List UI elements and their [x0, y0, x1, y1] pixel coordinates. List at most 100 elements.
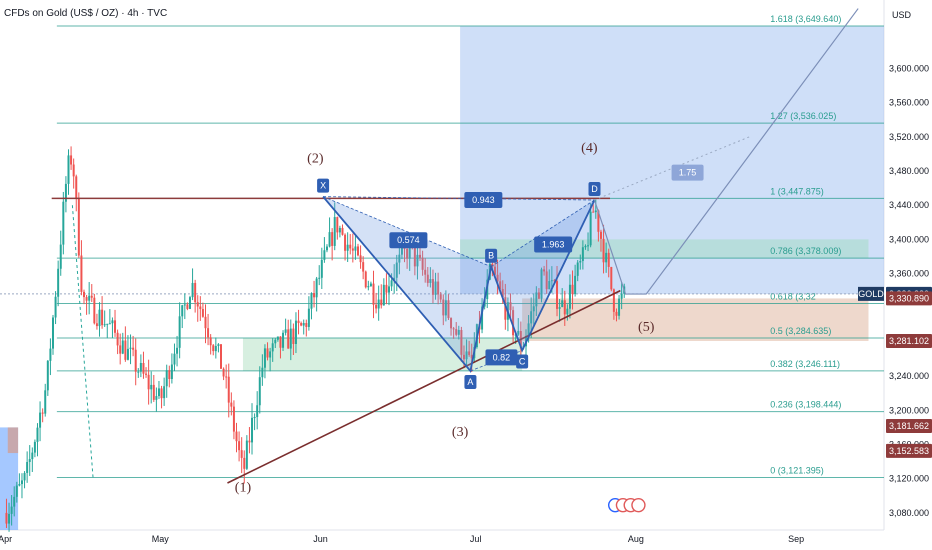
candle-body [183, 304, 186, 306]
candle-body [85, 297, 88, 301]
candle-body [266, 348, 269, 358]
candle-body [382, 284, 385, 306]
candle-body [594, 210, 597, 213]
y-tick-label: 3,080.000 [889, 508, 929, 518]
harmonic-ratio-badge [485, 349, 518, 366]
x-tick-label: Jul [470, 534, 482, 544]
y-tick-label: 3,120.000 [889, 474, 929, 484]
price-badge-value: 3,152.583 [889, 446, 929, 456]
x-tick-label: Apr [0, 534, 12, 544]
candle-body [214, 346, 217, 352]
candle-body [550, 280, 553, 282]
candle-body [294, 320, 297, 344]
price-badge-value: 3,181.662 [889, 421, 929, 431]
candle-body [349, 244, 352, 249]
x-tick-label: Jun [313, 534, 328, 544]
candle-body [408, 241, 411, 259]
candle-body [129, 347, 132, 349]
fib-label: 0.382 (3,246.111) [770, 359, 840, 369]
candle-body [106, 323, 109, 325]
candle-body [209, 337, 212, 346]
candle-body [400, 246, 403, 255]
candle-body [243, 457, 246, 469]
candle-body [124, 340, 127, 360]
candle-body [356, 246, 359, 256]
candle-body [369, 283, 372, 287]
fib-label: 0.618 (3,32 [770, 291, 816, 301]
price-axis-pane [884, 0, 932, 550]
candle-body [26, 461, 29, 473]
harmonic-point-badge[interactable] [588, 182, 601, 197]
harmonic-point-label: D [591, 184, 598, 194]
y-tick-label: 3,400.000 [889, 234, 929, 244]
candle-body [406, 248, 409, 259]
candle-body [39, 412, 42, 428]
harmonic-point-label: A [467, 377, 473, 387]
wave-label: (3) [452, 425, 469, 440]
candle-body [362, 262, 365, 272]
candle-body [540, 269, 543, 299]
candle-body [271, 343, 274, 352]
candle-body [452, 328, 455, 330]
candle-body [297, 320, 300, 324]
candle-body [491, 263, 494, 267]
candle-body [44, 390, 47, 414]
candle-body [413, 245, 416, 267]
candle-body [75, 176, 78, 199]
harmonic-ratio-label: 0.943 [472, 195, 495, 205]
candle-body [336, 217, 339, 233]
candle-body [289, 328, 292, 349]
candle-body [615, 311, 618, 316]
candle-body [305, 323, 308, 327]
candle-body [261, 367, 264, 378]
candle-body [176, 347, 179, 354]
candle-body [230, 402, 233, 407]
x-tick-label: May [152, 534, 170, 544]
candle-body [354, 246, 357, 251]
candle-body [465, 351, 468, 360]
candle-body [416, 254, 419, 267]
harmonic-ratio-label: 1.963 [542, 239, 565, 249]
harmonic-point-badge[interactable] [516, 354, 529, 369]
candle-body [227, 376, 230, 403]
fib-label: 0.5 (3,284.635) [770, 326, 831, 336]
candle-body [426, 274, 429, 283]
harmonic-point-badge[interactable] [485, 248, 498, 263]
candle-body [545, 271, 548, 290]
candle-body [599, 231, 602, 239]
x-tick-label: Aug [628, 534, 644, 544]
candle-body [375, 304, 378, 309]
candle-body [307, 308, 310, 327]
candle-body [245, 440, 248, 469]
candle-body [178, 316, 181, 348]
stop-zone-box[interactable] [522, 298, 869, 341]
candle-body [72, 164, 75, 177]
candle-body [284, 329, 287, 333]
candle-body [256, 405, 259, 418]
price-badge-value: 3,281.102 [889, 336, 929, 346]
candle-body [318, 277, 321, 279]
candle-body [493, 266, 496, 275]
candle-body [165, 370, 168, 387]
candle-body [186, 304, 189, 309]
fib-label: 0.236 (3,198.444) [770, 400, 841, 410]
y-tick-label: 3,600.000 [889, 63, 929, 73]
candle-body [331, 232, 334, 246]
candle-body [258, 377, 261, 406]
candle-body [509, 302, 512, 311]
rising-trendline[interactable] [227, 289, 621, 484]
wave-label: (2) [307, 151, 324, 166]
harmonic-point-badge[interactable] [464, 375, 477, 389]
candle-body [393, 277, 396, 281]
candle-body [313, 293, 316, 298]
candle-body [333, 217, 336, 246]
candle-body [579, 261, 582, 263]
candle-body [62, 201, 65, 245]
candle-body [437, 281, 440, 295]
symbol-badge [858, 286, 884, 301]
candle-body [157, 388, 160, 397]
harmonic-point-badge[interactable] [317, 178, 330, 193]
price-badge [886, 443, 932, 458]
event-icon[interactable] [631, 497, 646, 513]
